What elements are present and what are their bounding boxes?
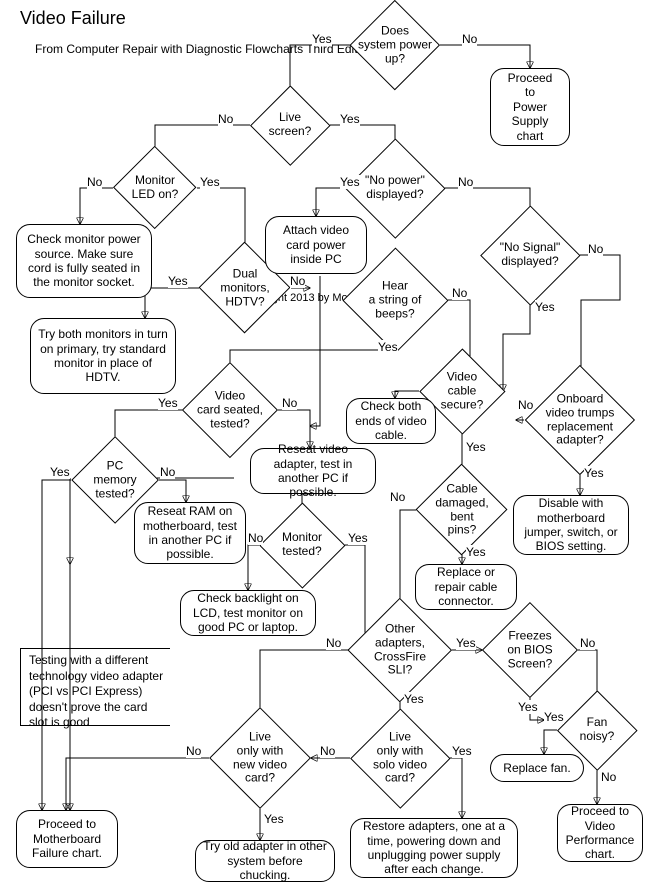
decision-label: Fan noisy?: [580, 716, 615, 744]
process-proceed_mobo: Proceed to Motherboard Failure chart.: [16, 810, 118, 868]
page-title: Video Failure: [20, 8, 126, 29]
decision-label: Other adapters, CrossFire SLI?: [374, 622, 426, 677]
edge-label: Yes: [518, 700, 538, 714]
edge: [544, 730, 557, 754]
edge: [395, 391, 419, 398]
edge-label: No: [462, 32, 477, 46]
process-try_old_adapter: Try old adapter in other system before c…: [195, 840, 335, 882]
edge-label: Yes: [466, 545, 486, 559]
edge-label: No: [320, 744, 335, 758]
edge-label: Yes: [264, 812, 284, 826]
edge-label: No: [326, 636, 341, 650]
edge-label: Yes: [466, 440, 486, 454]
edge-label: No: [588, 242, 603, 256]
note-box: Testing with a different technology vide…: [20, 648, 170, 726]
edge-label: No: [218, 112, 233, 126]
edge-label: No: [518, 398, 533, 412]
decision-label: Live only with new video card?: [233, 730, 287, 785]
edge-label: No: [282, 396, 297, 410]
edge: [580, 255, 620, 384]
edge-label: Yes: [535, 300, 555, 314]
edge-label: Yes: [340, 112, 360, 126]
edge: [450, 758, 462, 818]
edge: [230, 333, 395, 379]
edge-label: Yes: [200, 175, 220, 189]
process-check_mon_pwr: Check monitor power source. Make sure co…: [16, 224, 152, 298]
process-replace_fan: Replace fan.: [490, 754, 584, 782]
decision-label: Does system power up?: [358, 24, 432, 65]
edge-label: Yes: [584, 466, 604, 480]
edge: [145, 288, 199, 318]
process-check_backlight: Check backlight on LCD, test monitor on …: [180, 590, 316, 636]
edge-label: No: [452, 286, 467, 300]
edge-label: No: [458, 175, 473, 189]
decision-label: PC memory tested?: [93, 459, 136, 500]
decision-label: Live screen?: [269, 111, 312, 139]
edge-label: No: [290, 274, 305, 288]
process-reseat_ram: Reseat RAM on motherboard, test in anoth…: [134, 502, 246, 564]
process-reseat_video: Reseat video adapter, test in another PC…: [250, 448, 376, 494]
process-attach_vid_pwr: Attach video card power inside PC: [265, 216, 367, 274]
process-restore_adapt: Restore adapters, one at a time, powerin…: [350, 818, 518, 878]
edge-label: No: [248, 531, 263, 545]
edge: [248, 545, 259, 590]
edge: [316, 188, 345, 216]
edge-label: Yes: [348, 531, 368, 545]
edge: [155, 125, 250, 163]
decision-label: "No Signal" displayed?: [500, 241, 561, 269]
decision-label: "No power" displayed?: [365, 174, 425, 202]
edge: [42, 480, 71, 810]
edge: [440, 45, 530, 68]
process-disable_jumper: Disable with motherboard jumper, switch,…: [513, 495, 629, 555]
edge-label: Yes: [158, 396, 178, 410]
decision-label: Monitor tested?: [282, 531, 322, 559]
edge: [80, 188, 113, 224]
process-check_both_ends: Check both ends of video cable.: [346, 398, 436, 444]
edge-label: No: [601, 770, 616, 784]
decision-label: Onboard video trumps replacement adapter…: [546, 392, 615, 447]
edge-label: No: [580, 636, 595, 650]
edge-label: No: [390, 490, 405, 504]
decision-label: Live only with solo video card?: [373, 730, 427, 785]
decision-label: Dual monitors, HDTV?: [220, 267, 269, 308]
edge: [260, 650, 348, 724]
process-try_both_mon: Try both monitors in turn on primary, tr…: [30, 318, 176, 394]
process-replace_cable: Replace or repair cable connector.: [415, 564, 517, 610]
edge-label: No: [87, 175, 102, 189]
edge-label: Yes: [378, 340, 398, 354]
process-proceed_power: Proceed to Power Supply chart: [490, 68, 570, 146]
edge-label: No: [160, 465, 175, 479]
edge-label: Yes: [452, 744, 472, 758]
edge-label: Yes: [340, 175, 360, 189]
edge-label: Yes: [544, 710, 564, 724]
process-proceed_perf: Proceed to Video Performance chart.: [557, 804, 643, 862]
edge-label: No: [186, 744, 201, 758]
edge-label: Yes: [50, 465, 70, 479]
edge: [66, 758, 209, 810]
decision-label: Cable damaged, bent pins?: [435, 482, 488, 537]
decision-label: Video cable secure?: [441, 370, 484, 411]
edge-label: Yes: [312, 32, 332, 46]
edge: [159, 480, 186, 502]
decision-label: Monitor LED on?: [132, 174, 179, 202]
edge-label: Yes: [404, 692, 424, 706]
edge-label: Yes: [456, 636, 476, 650]
decision-label: Video card seated, tested?: [197, 389, 263, 430]
decision-label: Freezes on BIOS Screen?: [507, 629, 552, 670]
edge-label: Yes: [168, 274, 188, 288]
decision-label: Hear a string of beeps?: [369, 279, 422, 320]
